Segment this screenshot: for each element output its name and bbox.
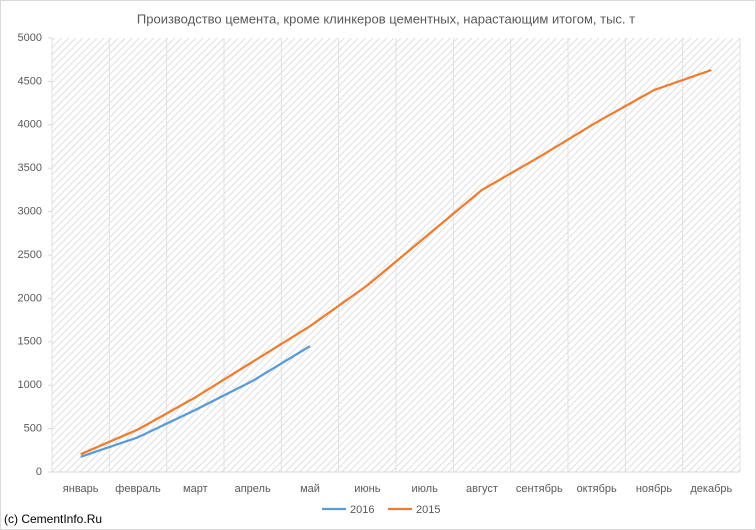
x-tick-label: сентябрь bbox=[516, 483, 563, 495]
legend-label: 2015 bbox=[416, 504, 440, 516]
x-tick-label: апрель bbox=[235, 483, 271, 495]
credit: (c) CementInfo.Ru bbox=[4, 512, 102, 526]
series-line bbox=[80, 345, 311, 458]
x-tick-label: август bbox=[466, 483, 498, 495]
y-tick-label: 1000 bbox=[18, 379, 42, 391]
y-tick-label: 0 bbox=[36, 466, 42, 478]
y-tick-label: 4500 bbox=[18, 75, 42, 87]
y-tick-label: 3500 bbox=[18, 162, 42, 174]
x-tick-label: октябрь bbox=[577, 483, 617, 495]
x-tick-label: июнь bbox=[354, 483, 380, 495]
y-tick-label: 2000 bbox=[18, 292, 42, 304]
legend-label: 2016 bbox=[350, 504, 374, 516]
y-tick-label: 2500 bbox=[18, 249, 42, 261]
x-tick-label: май bbox=[300, 483, 320, 495]
y-tick-label: 500 bbox=[24, 423, 42, 435]
x-tick-label: июль bbox=[412, 483, 439, 495]
chart-title: Производство цемента, кроме клинкеров це… bbox=[137, 11, 635, 26]
y-tick-label: 5000 bbox=[18, 32, 42, 44]
y-tick-label: 3000 bbox=[18, 206, 42, 218]
x-tick-label: январь bbox=[63, 483, 99, 495]
x-tick-label: ноябрь bbox=[636, 483, 673, 495]
y-tick-label: 4000 bbox=[18, 119, 42, 131]
x-tick-label: декабрь bbox=[690, 483, 732, 495]
y-tick-label: 1500 bbox=[18, 336, 42, 348]
x-tick-label: февраль bbox=[115, 483, 161, 495]
x-tick-label: март bbox=[183, 483, 208, 495]
series-line bbox=[80, 69, 712, 456]
